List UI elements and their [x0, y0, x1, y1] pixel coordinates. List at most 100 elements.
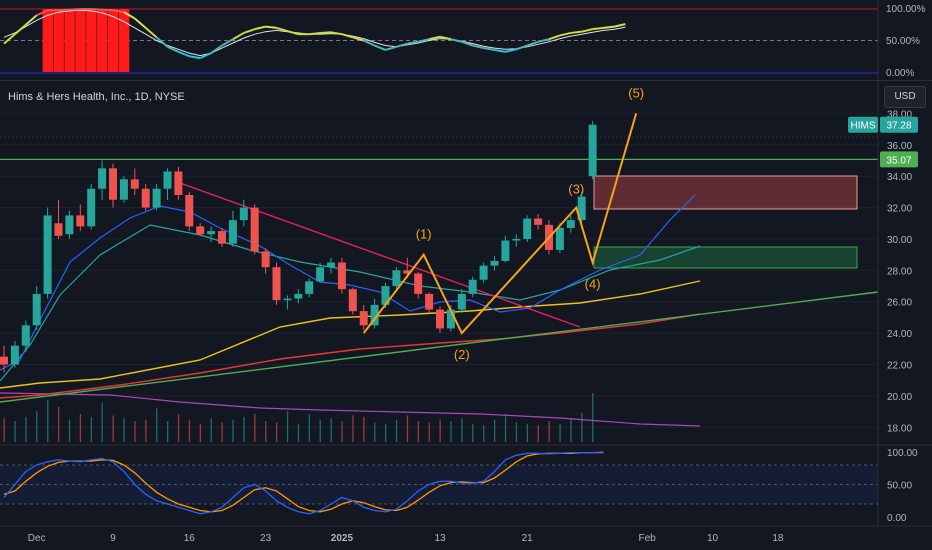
volume-bar: [188, 419, 191, 442]
candle-body: [436, 309, 444, 329]
candle-body: [457, 293, 466, 310]
volume-bar: [286, 411, 289, 442]
ma-fast-line: [0, 194, 696, 371]
volume-bar: [504, 414, 507, 442]
volume-bar: [3, 418, 5, 442]
candle-body: [327, 262, 335, 268]
volume-bar: [439, 419, 441, 442]
volume-bar: [494, 419, 496, 442]
volume-bar: [156, 408, 158, 442]
candle-body: [403, 270, 412, 274]
price-tick-label: 18.00: [887, 423, 912, 434]
candle-body: [250, 207, 259, 252]
candle-body: [555, 227, 564, 250]
rsi-line-segment: [58, 8, 70, 12]
stochastic-panel: [0, 444, 932, 527]
candle-body: [337, 262, 346, 290]
candle-body: [425, 293, 434, 310]
time-tick-label: 10: [707, 533, 719, 544]
rsi-line-segment: [559, 31, 572, 37]
candle-body: [359, 311, 368, 326]
rsi-line-segment: [461, 40, 474, 47]
candle-body: [174, 171, 183, 196]
volume-bar: [58, 407, 60, 442]
rsi-line-segment: [341, 33, 354, 39]
rsi-line-segment: [287, 30, 299, 36]
rsi-line-segment: [570, 30, 582, 34]
time-tick-label: 16: [184, 533, 196, 544]
volume-bar: [254, 414, 256, 442]
stoch-d-line: [3, 451, 604, 513]
rsi-line-segment: [494, 48, 506, 53]
candle-body: [501, 240, 510, 261]
rsi-overbought-bar: [118, 9, 130, 72]
rsi-tick-label: 0.00%: [886, 68, 914, 79]
candle-body: [370, 304, 379, 326]
rsi-line-segment: [189, 55, 201, 60]
candle-body: [32, 293, 41, 326]
candle-body: [196, 226, 205, 235]
candle-body: [87, 188, 96, 227]
price-tick-label: 22.00: [887, 361, 912, 372]
rsi-line-segment: [123, 11, 136, 20]
volume-bar: [450, 421, 452, 442]
stoch-tick-label: 0.00: [887, 513, 907, 524]
volume-bar: [472, 423, 474, 442]
candle-body: [414, 273, 423, 294]
volume-bar: [79, 414, 82, 442]
volume-bar: [537, 425, 539, 442]
rsi-line-segment: [396, 42, 408, 48]
volume-bars: [0, 392, 701, 442]
rsi-line-segment: [14, 23, 27, 35]
price-tick-label: 20.00: [887, 392, 912, 403]
volume-bar: [112, 415, 114, 442]
volume-bar: [341, 421, 343, 442]
rsi-line-segment: [417, 38, 430, 43]
price-tick-label: 28.00: [887, 266, 912, 277]
rsi-line-segment: [385, 45, 397, 51]
rsi-line-segment: [254, 25, 266, 31]
volume-bar: [515, 422, 518, 442]
candle-body: [577, 196, 586, 221]
rsi-line-segment: [614, 23, 626, 28]
price-tick-label: 36.00: [887, 141, 912, 152]
volume-bar: [14, 421, 16, 442]
currency-button[interactable]: USD: [884, 86, 926, 108]
rsi-line-segment: [309, 31, 321, 36]
volume-bar: [25, 416, 27, 442]
time-tick-label: Dec: [28, 533, 46, 544]
candle-body: [228, 220, 237, 244]
wave-label: (3): [568, 182, 584, 197]
candle-body: [283, 298, 292, 301]
wave-path: [362, 113, 638, 335]
rsi-line-segment: [69, 8, 81, 11]
candle-body: [316, 267, 325, 282]
price-tick-label: 32.00: [887, 204, 912, 215]
rsi-overbought-bar: [42, 9, 53, 72]
candle-body: [468, 279, 477, 294]
rsi-overbought-bar: [75, 9, 86, 72]
rsi-line-segment: [91, 8, 103, 11]
candle-body: [446, 309, 455, 329]
volume-bar: [581, 412, 583, 442]
candle-body: [0, 356, 8, 365]
volume-bar: [243, 416, 245, 442]
rsi-line-segment: [330, 31, 343, 36]
candle-body: [392, 270, 401, 287]
rsi-panel: [0, 8, 932, 81]
volume-bar: [385, 423, 387, 442]
price-tick-label: 38.00: [887, 109, 912, 120]
candle-body: [152, 188, 161, 208]
volume-bar: [232, 419, 234, 442]
trend-lines: [0, 158, 879, 403]
rsi-line-segment: [537, 38, 550, 43]
rsi-line-segment: [515, 44, 528, 51]
rsi-overbought-bar: [97, 9, 108, 72]
volume-bar: [265, 421, 267, 442]
wave-label: (4): [585, 277, 601, 292]
volume-bar: [47, 400, 49, 442]
rsi-line-segment: [548, 34, 561, 41]
volume-bar: [177, 414, 180, 442]
time-tick-label: 13: [434, 533, 446, 544]
